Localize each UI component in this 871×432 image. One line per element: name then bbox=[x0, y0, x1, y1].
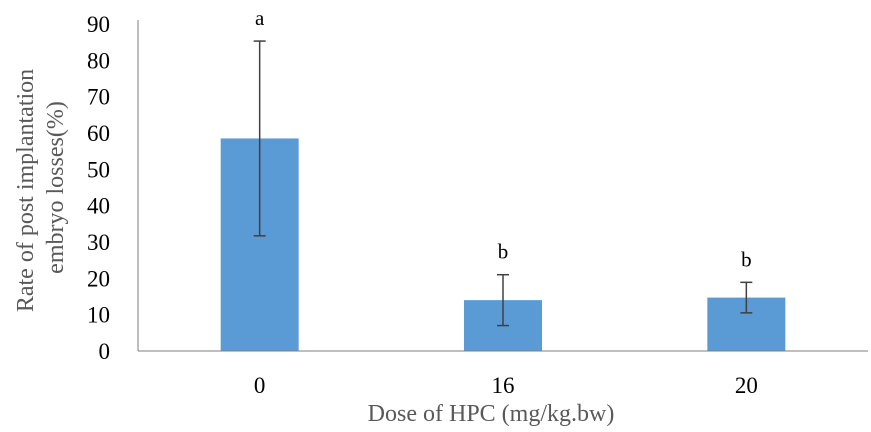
x-axis-ticks: 0 16 20 bbox=[254, 373, 758, 398]
y-axis-ticks: 0 10 20 30 40 50 60 70 80 90 bbox=[87, 12, 110, 364]
y-tick-label: 30 bbox=[87, 230, 110, 255]
y-axis-label-line-2: embryo losses(%) bbox=[43, 101, 69, 274]
significance-letters: a b b bbox=[255, 6, 752, 271]
y-tick-label: 70 bbox=[87, 85, 110, 110]
x-axis-label: Dose of HPC (mg/kg.bw) bbox=[368, 401, 615, 427]
x-tick-label: 0 bbox=[254, 373, 266, 398]
error-bar bbox=[740, 281, 753, 314]
y-tick-label: 20 bbox=[87, 266, 110, 291]
y-axis-label-line-1: Rate of post implantation bbox=[13, 69, 39, 312]
y-tick-label: 90 bbox=[87, 12, 110, 37]
y-tick-label: 50 bbox=[87, 157, 110, 182]
error-bar bbox=[253, 40, 266, 237]
significance-letter: a bbox=[255, 6, 265, 30]
significance-letter: b bbox=[741, 247, 752, 271]
y-tick-label: 80 bbox=[87, 48, 110, 73]
error-bar bbox=[497, 273, 509, 327]
y-tick-label: 60 bbox=[87, 121, 110, 146]
y-tick-label: 10 bbox=[87, 303, 110, 328]
x-tick-label: 20 bbox=[735, 373, 758, 398]
y-tick-label: 40 bbox=[87, 194, 110, 219]
significance-letter: b bbox=[498, 240, 509, 264]
x-tick-label: 16 bbox=[492, 373, 515, 398]
y-tick-label: 0 bbox=[99, 339, 111, 364]
y-axis-label: Rate of post implantation embryo losses(… bbox=[13, 63, 69, 312]
error-bars bbox=[253, 40, 753, 327]
